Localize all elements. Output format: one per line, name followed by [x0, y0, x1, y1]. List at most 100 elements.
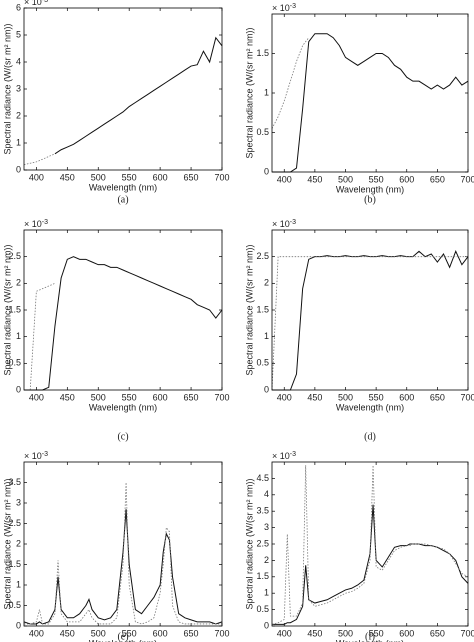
series-line	[271, 37, 310, 129]
x-tick-label: 550	[122, 628, 137, 638]
x-tick-label: 700	[214, 172, 229, 182]
x-tick-label: 650	[430, 392, 445, 402]
plot: 400 450 500 550 600 650 700 0 0.5 1 1.5 2 2.5 3 3.5 × 1…	[2, 451, 229, 642]
y-tick-label: 1	[16, 331, 21, 341]
caption: (e)	[117, 631, 128, 642]
scale-exponent: -3	[42, 0, 48, 4]
y-tick-label: 2	[264, 555, 269, 565]
y-tick-label: 0	[264, 384, 269, 394]
y-tick-label: 3	[264, 522, 269, 532]
y-tick-label: 1	[264, 331, 269, 341]
scale-base: × 10	[24, 0, 42, 7]
scale-exponent: -3	[42, 451, 48, 458]
y-axis-label: Spectral radiance (W/(sr m² nm))	[244, 244, 254, 375]
y-tick-label: 0.5	[256, 358, 269, 368]
y-tick-label: 3.5	[256, 506, 269, 516]
scale-exponent: -3	[290, 3, 296, 10]
scale-label: × 10-3	[24, 451, 48, 462]
x-tick-label: 600	[399, 392, 414, 402]
x-axis-label: Wavelength (nm)	[89, 638, 157, 642]
series-line	[271, 256, 468, 391]
series-line	[271, 465, 469, 625]
x-tick-label: 450	[60, 172, 75, 182]
series-line	[24, 256, 223, 391]
x-tick-label: 700	[460, 174, 474, 184]
scale-base: × 10	[272, 451, 290, 461]
y-tick-label: 3	[16, 83, 21, 93]
x-tick-label: 450	[307, 628, 322, 638]
scale-base: × 10	[24, 219, 42, 229]
x-tick-label: 450	[60, 628, 75, 638]
x-tick-label: 600	[153, 628, 168, 638]
x-tick-label: 500	[338, 392, 353, 402]
x-tick-label: 400	[277, 174, 292, 184]
x-tick-label: 600	[399, 628, 414, 638]
y-axis-label: Spectral radiance (W/(sr m² nm))	[2, 478, 12, 609]
scale-label: × 10-3	[272, 3, 296, 14]
x-tick-label: 550	[369, 628, 384, 638]
x-axis-label: Wavelength (nm)	[89, 402, 157, 412]
y-tick-label: 1	[16, 137, 21, 147]
x-tick-label: 550	[369, 174, 384, 184]
x-tick-label: 400	[277, 628, 292, 638]
y-tick-label: 2	[264, 278, 269, 288]
plot: 400 450 500 550 600 650 700 0 1 2 3 4 5 6 × 10-3 Wavele…	[2, 0, 229, 205]
x-tick-label: 400	[29, 172, 44, 182]
x-axis-label: Wavelength (nm)	[89, 182, 157, 192]
y-tick-label: 0	[16, 620, 21, 630]
y-axis-label: Spectral radiance (W/(sr m² nm))	[244, 27, 254, 158]
x-tick-label: 600	[153, 172, 168, 182]
y-tick-label: 4.5	[256, 473, 269, 483]
plot: 400 450 500 550 600 650 700 0 0.5 1 1.5 × 10-3 Wavel…	[244, 3, 474, 205]
series-line	[24, 482, 222, 625]
series-line	[23, 509, 223, 625]
y-axis-label: Spectral radiance (W/(sr m² nm))	[2, 23, 12, 154]
plot-frame	[271, 13, 469, 173]
y-tick-label: 1.5	[256, 304, 269, 314]
caption: (b)	[364, 194, 376, 205]
scale-exponent: -3	[290, 451, 296, 458]
scale-exponent: -3	[42, 219, 48, 226]
caption: (d)	[364, 431, 376, 442]
y-tick-label: 1.5	[8, 559, 21, 569]
x-tick-label: 700	[214, 392, 229, 402]
x-tick-label: 500	[338, 628, 353, 638]
y-tick-label: 1.5	[256, 48, 269, 58]
plot: 400 450 500 550 600 650 700 0 0.5 1 1.5 2 2.5 3 3.5 4 4.…	[244, 451, 474, 642]
y-tick-label: 5	[16, 29, 21, 39]
caption: (f)	[365, 631, 375, 642]
x-tick-label: 400	[29, 392, 44, 402]
x-axis-label: Wavelength (nm)	[336, 184, 404, 194]
x-tick-label: 550	[122, 172, 137, 182]
y-tick-label: 1	[16, 579, 21, 589]
x-tick-label: 550	[369, 392, 384, 402]
x-tick-label: 700	[214, 628, 229, 638]
y-tick-label: 4	[16, 56, 21, 66]
scale-label: × 10-3	[24, 219, 48, 230]
scale-label: × 10-3	[24, 0, 48, 7]
x-tick-label: 650	[184, 628, 199, 638]
y-tick-label: 2	[16, 278, 21, 288]
series-line	[29, 282, 56, 391]
scale-base: × 10	[272, 219, 290, 229]
y-tick-label: 1	[264, 588, 269, 598]
y-tick-label: 2.5	[256, 251, 269, 261]
series-line	[272, 33, 469, 173]
plot-frame	[271, 229, 469, 391]
scale-base: × 10	[24, 451, 42, 461]
x-tick-label: 500	[338, 174, 353, 184]
x-axis-label: Wavelength (nm)	[336, 638, 404, 642]
x-tick-label: 500	[91, 392, 106, 402]
y-tick-label: 1	[264, 87, 269, 97]
x-tick-label: 650	[184, 172, 199, 182]
y-tick-label: 2.5	[8, 251, 21, 261]
y-tick-label: 3.5	[8, 477, 21, 487]
y-tick-label: 1.5	[256, 571, 269, 581]
series-line	[23, 153, 56, 165]
x-tick-label: 650	[430, 174, 445, 184]
x-tick-label: 400	[29, 628, 44, 638]
x-tick-label: 700	[460, 392, 474, 402]
series-line	[272, 250, 469, 391]
